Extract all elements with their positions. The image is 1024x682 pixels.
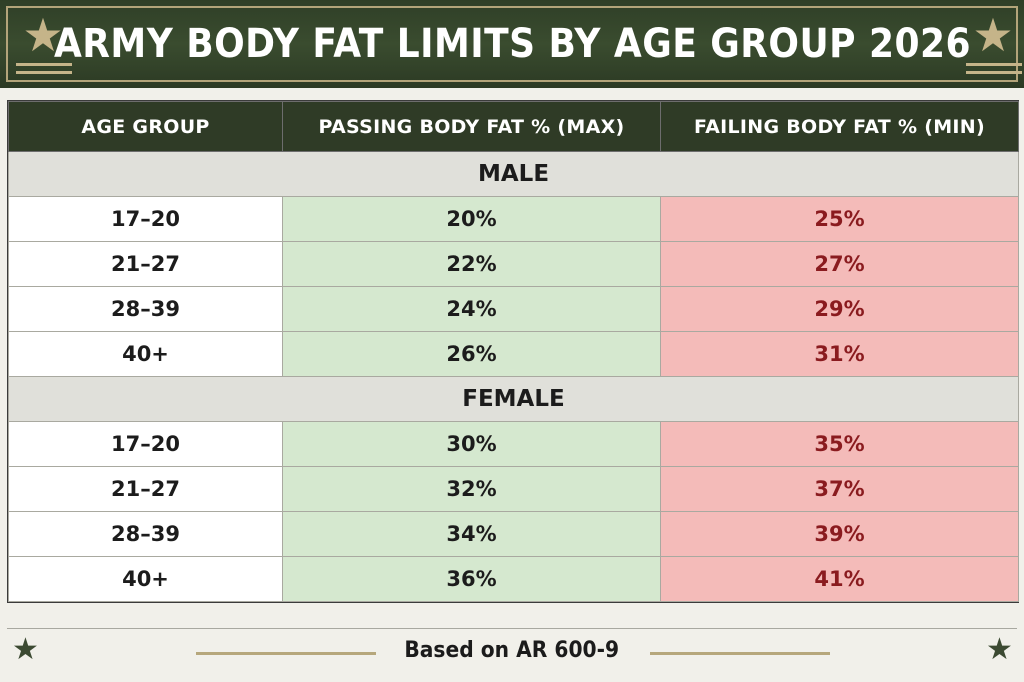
page-title: ARMY BODY FAT LIMITS BY AGE GROUP 2026 [53,21,971,67]
column-header-failing: FAILING BODY FAT % (MIN) [660,101,1019,152]
failing-cell: 27% [660,241,1019,287]
footer-source: Based on AR 600-9 [0,638,1024,663]
age-group-cell: 17–20 [8,196,283,242]
passing-cell: 30% [282,421,661,467]
passing-cell: 36% [282,556,661,602]
section-row-female: FEMALE [8,376,1019,422]
star-icon: ★ [22,8,64,62]
banner-stripe [966,63,1022,66]
table-row: 28–39 34% 39% [8,511,1019,557]
table-row: 28–39 24% 29% [8,286,1019,332]
age-group-cell: 17–20 [8,421,283,467]
age-group-cell: 40+ [8,331,283,377]
failing-cell: 29% [660,286,1019,332]
table-header-row: AGE GROUP PASSING BODY FAT % (MAX) FAILI… [8,101,1019,152]
table-row: 17–20 30% 35% [8,421,1019,467]
failing-cell: 37% [660,466,1019,512]
footer-rule [196,652,376,655]
passing-cell: 20% [282,196,661,242]
footer-source-text: Based on AR 600-9 [404,638,620,663]
banner-stripe [16,71,72,74]
table-row: 21–27 32% 37% [8,466,1019,512]
age-group-cell: 40+ [8,556,283,602]
star-icon: ★ [972,8,1014,62]
banner-stripe [966,71,1022,74]
age-group-cell: 28–39 [8,286,283,332]
section-label: FEMALE [8,376,1019,422]
failing-cell: 31% [660,331,1019,377]
failing-cell: 35% [660,421,1019,467]
passing-cell: 22% [282,241,661,287]
failing-cell: 25% [660,196,1019,242]
failing-cell: 41% [660,556,1019,602]
section-row-male: MALE [8,151,1019,197]
banner-stripe [16,63,72,66]
passing-cell: 24% [282,286,661,332]
passing-cell: 26% [282,331,661,377]
column-header-age-group: AGE GROUP [8,101,283,152]
table-row: 21–27 22% 27% [8,241,1019,287]
footer-rule [650,652,830,655]
failing-cell: 39% [660,511,1019,557]
age-group-cell: 28–39 [8,511,283,557]
section-label: MALE [8,151,1019,197]
table-row: 40+ 26% 31% [8,331,1019,377]
passing-cell: 32% [282,466,661,512]
passing-cell: 34% [282,511,661,557]
body-fat-table: AGE GROUP PASSING BODY FAT % (MAX) FAILI… [7,100,1019,603]
column-header-passing: PASSING BODY FAT % (MAX) [282,101,661,152]
title-banner: ★ ARMY BODY FAT LIMITS BY AGE GROUP 2026… [0,0,1024,88]
star-icon: ★ [12,632,39,667]
age-group-cell: 21–27 [8,466,283,512]
footer-divider [7,628,1017,629]
star-icon: ★ [986,632,1013,667]
table-row: 40+ 36% 41% [8,556,1019,602]
table-row: 17–20 20% 25% [8,196,1019,242]
age-group-cell: 21–27 [8,241,283,287]
